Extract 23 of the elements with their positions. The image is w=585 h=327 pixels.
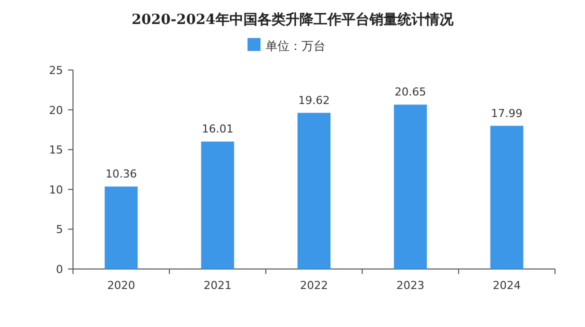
- y-tick-label: 10: [49, 183, 63, 196]
- x-tick-label: 2022: [300, 279, 328, 292]
- bar: [104, 186, 138, 269]
- y-tick-label: 25: [49, 64, 63, 77]
- data-label: 20.65: [394, 86, 426, 99]
- bar: [298, 112, 330, 269]
- y-tick-label: 0: [56, 263, 63, 276]
- bar: [201, 142, 234, 269]
- bar: [490, 126, 524, 269]
- bar: [394, 104, 427, 269]
- legend-label: 单位：万台: [266, 39, 326, 53]
- chart-title: 2020-2024年中国各类升降工作平台销量统计情况: [132, 11, 454, 28]
- y-tick-label: 20: [49, 104, 63, 117]
- y-tick-label: 5: [56, 223, 63, 236]
- data-label: 17.99: [491, 106, 523, 120]
- x-tick-label: 2020: [107, 279, 136, 292]
- data-label: 19.62: [298, 94, 330, 107]
- x-tick-label: 2023: [396, 279, 424, 292]
- data-label: 10.36: [105, 168, 137, 181]
- data-label: 16.01: [202, 122, 234, 136]
- x-tick-label: 2024: [492, 279, 521, 292]
- x-tick-label: 2021: [204, 279, 232, 292]
- y-tick-label: 15: [49, 144, 63, 157]
